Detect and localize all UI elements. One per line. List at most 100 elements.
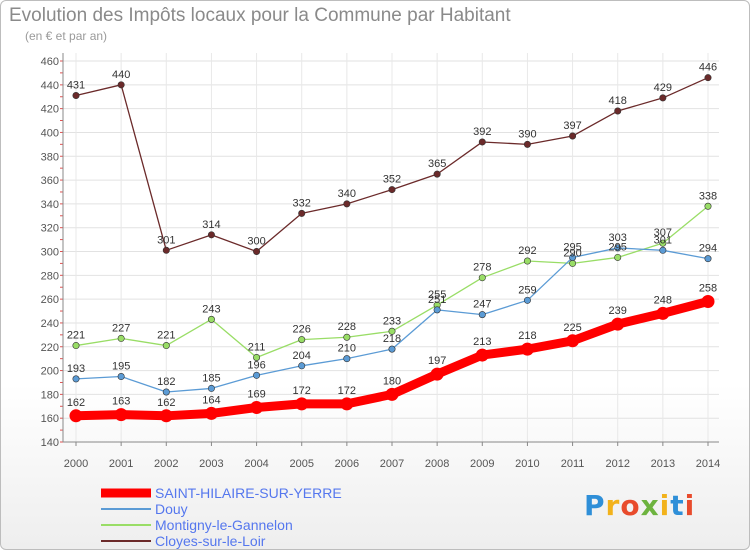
data-point bbox=[569, 253, 577, 261]
tick-labels: 140 160 180 200 220 240 260 280 300 320 340 360 380 4… bbox=[41, 56, 721, 470]
data-label: 301 bbox=[654, 234, 672, 246]
x-tick-label: 2002 bbox=[154, 458, 178, 470]
legend-label: Douy bbox=[155, 501, 188, 517]
data-point bbox=[614, 253, 622, 261]
logo-letter: x bbox=[640, 489, 660, 522]
data-label: 228 bbox=[338, 321, 356, 333]
data-label: 258 bbox=[699, 283, 717, 295]
data-label: 365 bbox=[428, 158, 446, 170]
data-label: 314 bbox=[202, 219, 220, 231]
data-label: 185 bbox=[202, 372, 220, 384]
data-label: 338 bbox=[699, 190, 717, 202]
data-label: 446 bbox=[699, 62, 717, 74]
data-point bbox=[253, 353, 261, 361]
data-label: 226 bbox=[293, 324, 311, 336]
data-label: 197 bbox=[428, 355, 446, 367]
data-label: 352 bbox=[383, 174, 401, 186]
x-tick-label: 2011 bbox=[561, 458, 585, 470]
legend-swatch bbox=[101, 508, 151, 510]
data-label: 431 bbox=[67, 80, 85, 92]
legend-label: Cloyes-sur-le-Loir bbox=[155, 533, 266, 549]
data-point bbox=[298, 362, 306, 370]
x-tick-label: 2006 bbox=[335, 458, 359, 470]
data-point bbox=[433, 306, 441, 314]
data-point bbox=[523, 296, 531, 304]
data-label: 169 bbox=[247, 388, 265, 400]
data-label: 218 bbox=[518, 330, 536, 342]
legend-item: Montigny-le-Gannelon bbox=[101, 517, 342, 533]
data-point bbox=[69, 409, 83, 423]
data-label: 295 bbox=[609, 241, 627, 253]
data-point bbox=[159, 409, 173, 423]
x-tick-label: 2014 bbox=[696, 458, 720, 470]
x-tick-label: 2012 bbox=[605, 458, 629, 470]
data-label: 227 bbox=[112, 322, 130, 334]
data-label: 440 bbox=[112, 69, 130, 81]
logo-letter: i bbox=[659, 489, 671, 522]
data-label: 307 bbox=[654, 227, 672, 239]
y-tick-label: 440 bbox=[41, 80, 59, 92]
legend-item: Douy bbox=[101, 501, 342, 517]
data-point bbox=[388, 186, 396, 194]
data-point bbox=[207, 315, 215, 323]
data-label: 210 bbox=[338, 343, 356, 355]
data-label: 390 bbox=[518, 128, 536, 140]
y-tick-label: 340 bbox=[41, 199, 59, 211]
data-point bbox=[253, 248, 261, 256]
data-point bbox=[433, 170, 441, 178]
y-tick-label: 300 bbox=[41, 247, 59, 259]
data-label: 251 bbox=[428, 294, 446, 306]
data-label: 300 bbox=[247, 236, 265, 248]
data-point bbox=[204, 406, 218, 420]
logo-letter: i bbox=[684, 489, 696, 522]
data-point bbox=[388, 345, 396, 353]
data-point bbox=[523, 140, 531, 148]
data-point bbox=[298, 209, 306, 217]
data-point bbox=[659, 239, 667, 247]
series-lines bbox=[69, 74, 715, 423]
data-point bbox=[478, 274, 486, 282]
data-label: 218 bbox=[383, 333, 401, 345]
data-point bbox=[162, 342, 170, 350]
y-tick-label: 420 bbox=[41, 104, 59, 116]
data-label: 259 bbox=[518, 284, 536, 296]
data-label: 195 bbox=[112, 361, 130, 373]
data-point bbox=[611, 317, 625, 331]
legend-swatch bbox=[101, 488, 151, 498]
legend-item: SAINT-HILAIRE-SUR-YERRE bbox=[101, 485, 342, 501]
data-point bbox=[569, 132, 577, 140]
data-label: 294 bbox=[699, 243, 717, 255]
data-labels: 162 163 162 164 169 172 172 180 197 213 218 225 239 2… bbox=[67, 62, 717, 409]
data-point bbox=[523, 257, 531, 265]
legend-label: SAINT-HILAIRE-SUR-YERRE bbox=[155, 485, 342, 501]
data-point bbox=[659, 94, 667, 102]
data-point bbox=[298, 336, 306, 344]
y-tick-label: 140 bbox=[41, 437, 59, 449]
data-point bbox=[475, 348, 489, 362]
data-label: 255 bbox=[428, 289, 446, 301]
y-tick-label: 260 bbox=[41, 294, 59, 306]
data-point bbox=[614, 107, 622, 115]
y-tick-label: 180 bbox=[41, 389, 59, 401]
data-label: 247 bbox=[473, 299, 491, 311]
data-point bbox=[343, 355, 351, 363]
data-label: 213 bbox=[473, 336, 491, 348]
x-tick-label: 2008 bbox=[425, 458, 449, 470]
data-point bbox=[343, 333, 351, 341]
data-label: 163 bbox=[112, 396, 130, 408]
x-tick-label: 2003 bbox=[199, 458, 223, 470]
y-tick-label: 160 bbox=[41, 413, 59, 425]
data-point bbox=[114, 408, 128, 422]
y-tick-label: 380 bbox=[41, 151, 59, 163]
data-label: 295 bbox=[563, 241, 581, 253]
legend-swatch bbox=[101, 524, 151, 526]
data-label: 303 bbox=[609, 232, 627, 244]
data-label: 340 bbox=[338, 188, 356, 200]
legend-item: Cloyes-sur-le-Loir bbox=[101, 533, 342, 549]
data-label: 211 bbox=[248, 341, 266, 353]
chart-title: Evolution des Impôts locaux pour la Comm… bbox=[9, 5, 511, 26]
data-point bbox=[569, 259, 577, 267]
data-label: 233 bbox=[383, 315, 401, 327]
data-label: 172 bbox=[293, 385, 311, 397]
data-point bbox=[117, 81, 125, 89]
